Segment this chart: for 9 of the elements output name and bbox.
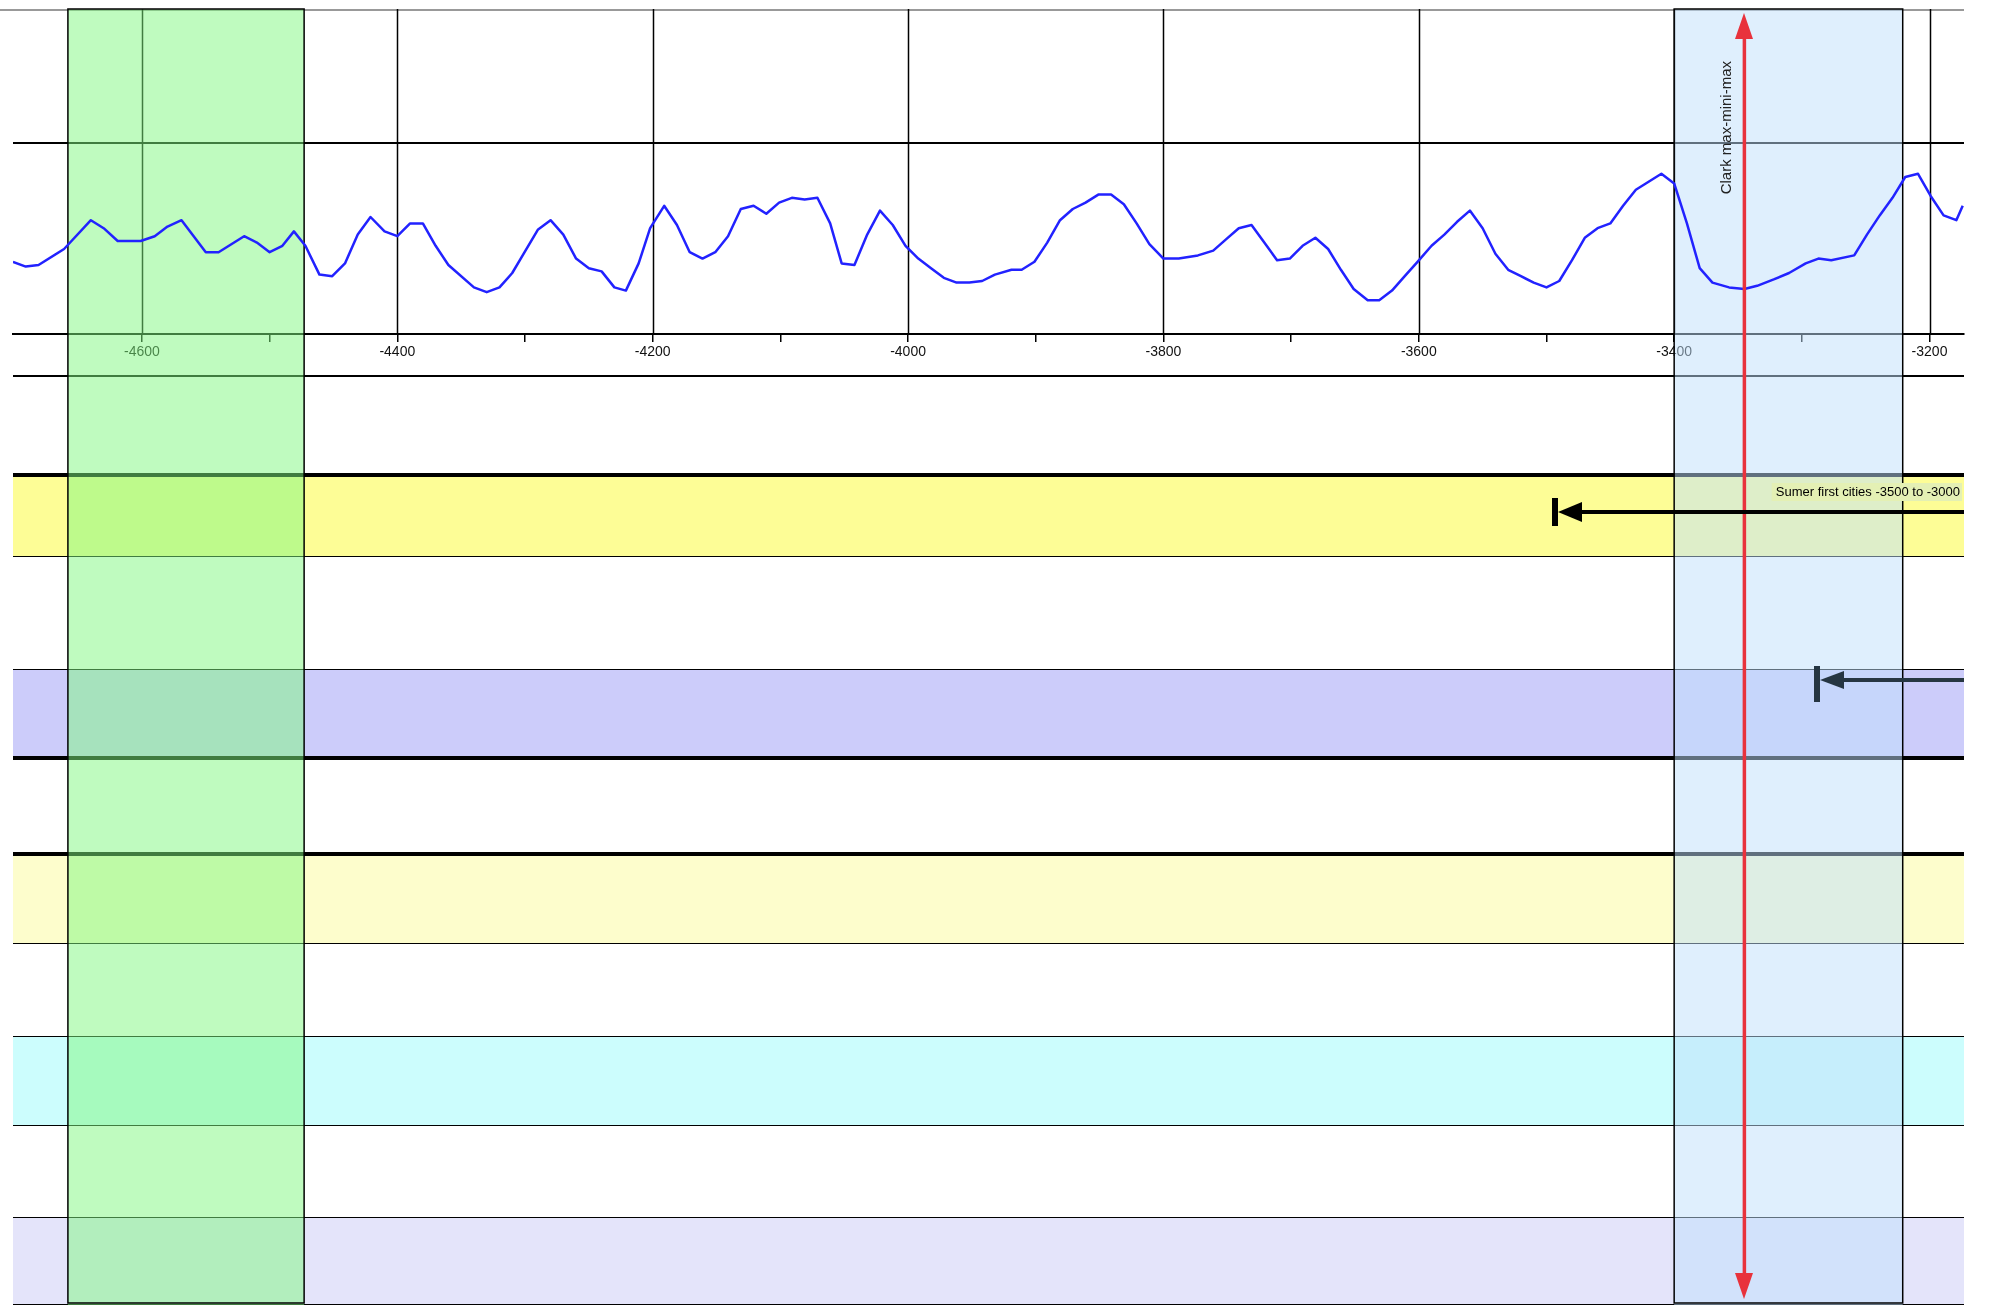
x-tick-label: -3800: [1145, 343, 1182, 360]
x-tick-label: -4400: [379, 343, 416, 360]
x-tick-label: -4600: [124, 343, 161, 360]
text: Sumer first cities -3500 to -3000: [1775, 483, 1960, 499]
x-tick-label: -3600: [1400, 343, 1437, 360]
x-tick-label: -3200: [1911, 343, 1948, 360]
x-tick-label: -4200: [634, 343, 671, 360]
x-tick-label: -4000: [890, 343, 927, 360]
ref-line-label: Clark max-mini-max: [1716, 60, 1734, 195]
